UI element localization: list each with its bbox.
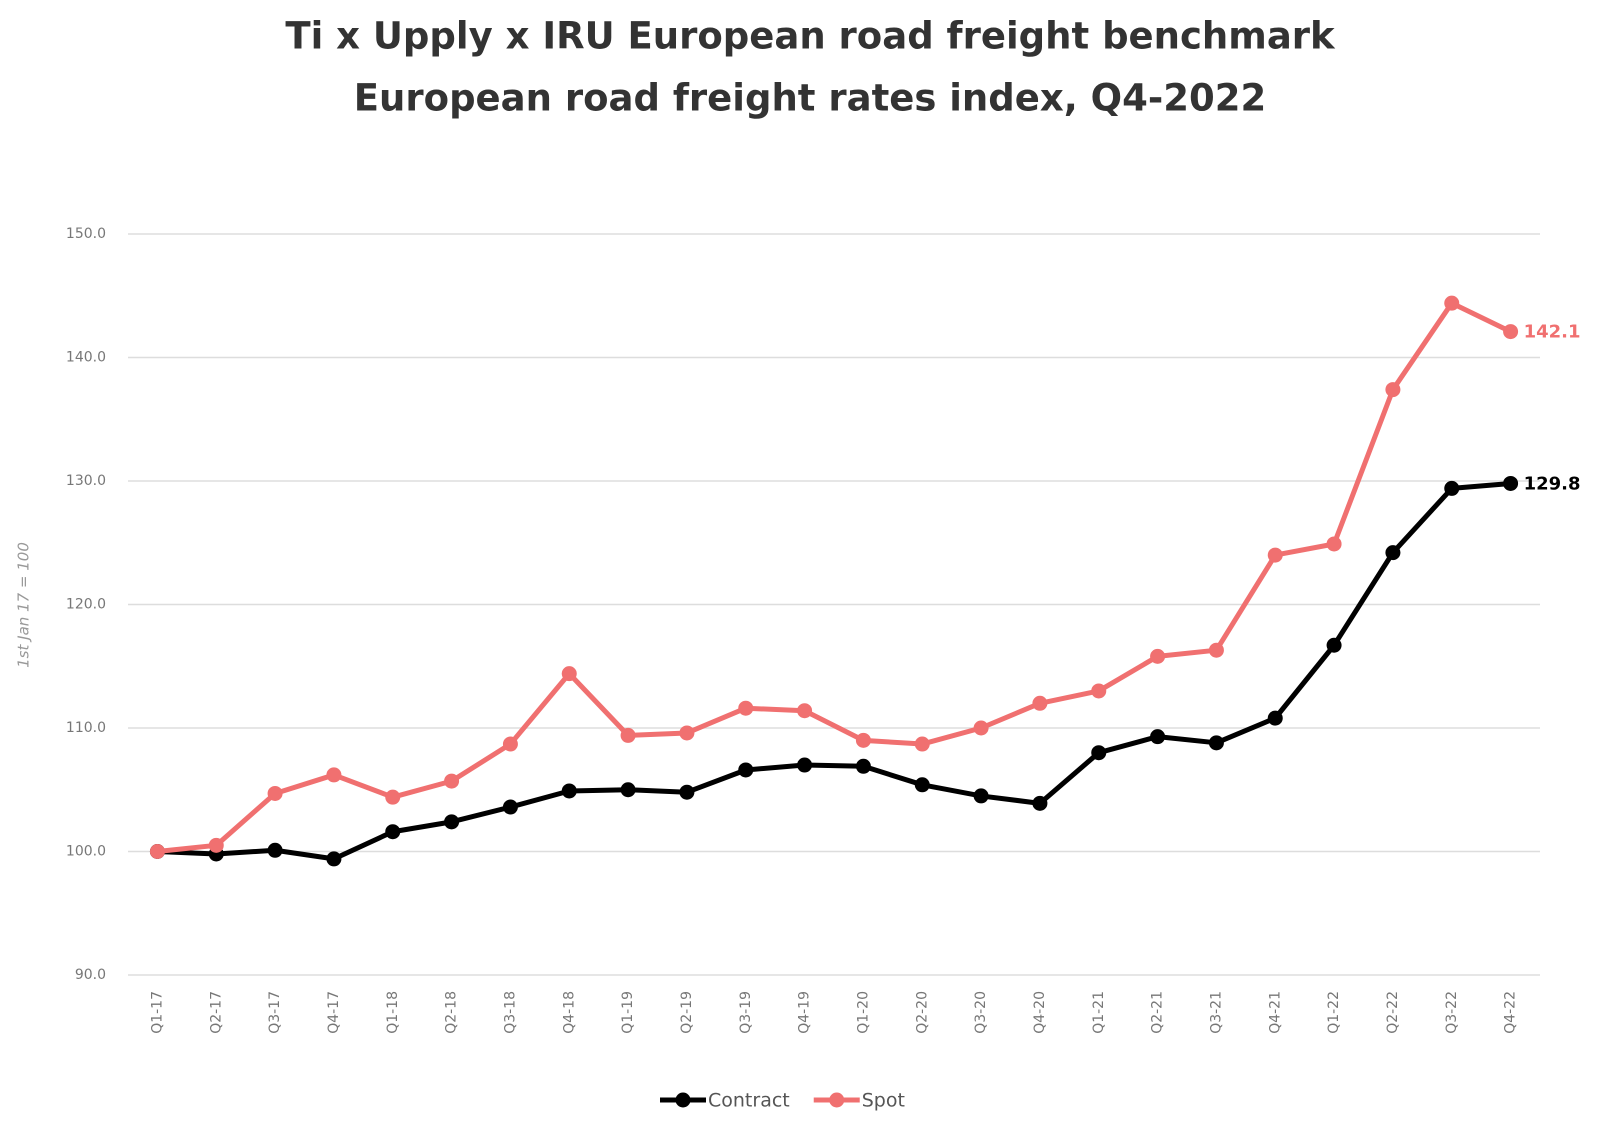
point	[326, 767, 342, 783]
x-tick-label: Q1-22	[1326, 991, 1342, 1034]
x-tick-label: Q4-19	[797, 991, 813, 1034]
point	[444, 773, 460, 789]
point	[561, 666, 577, 682]
point	[1032, 695, 1048, 711]
point	[208, 837, 224, 853]
point	[620, 782, 636, 798]
point	[267, 785, 283, 801]
point	[561, 783, 577, 799]
point	[679, 784, 695, 800]
x-tick-label: Q2-17	[208, 991, 224, 1034]
point	[797, 757, 813, 773]
x-tick-label: Q2-21	[1150, 991, 1166, 1034]
x-tick-label: Q4-20	[1032, 991, 1048, 1034]
y-tick-label: 140.0	[66, 350, 106, 366]
point	[914, 736, 930, 752]
data-label: 129.8	[1524, 473, 1581, 494]
data-label: 142.1	[1524, 322, 1581, 343]
point	[326, 851, 342, 867]
point	[973, 788, 989, 804]
point	[385, 789, 401, 805]
point	[1150, 729, 1166, 745]
x-tick-label: Q4-17	[326, 991, 342, 1034]
point	[855, 758, 871, 774]
point	[1208, 735, 1224, 751]
x-tick-label: Q2-22	[1385, 991, 1401, 1034]
legend-marker	[675, 1092, 691, 1108]
x-tick-label: Q1-18	[385, 991, 401, 1034]
point	[1503, 475, 1519, 491]
point	[502, 736, 518, 752]
point	[444, 814, 460, 830]
series-line	[157, 300, 1512, 854]
x-tick-label: Q4-21	[1267, 991, 1283, 1034]
y-tick-label: 110.0	[66, 720, 106, 736]
point	[149, 844, 165, 859]
x-tick-label: Q2-19	[679, 991, 695, 1034]
y-tick-label: 100.0	[66, 844, 106, 860]
point	[738, 700, 754, 716]
x-tick-label: Q3-18	[502, 991, 518, 1034]
point	[1326, 536, 1342, 552]
point	[1385, 545, 1401, 561]
point	[502, 799, 518, 815]
point	[1503, 324, 1519, 340]
x-tick-label: Q4-18	[561, 991, 577, 1034]
point	[1208, 642, 1224, 658]
point	[1150, 648, 1166, 664]
x-tick-label: Q1-17	[149, 991, 165, 1034]
point	[1385, 382, 1401, 398]
point	[1444, 480, 1460, 496]
point	[1267, 547, 1283, 563]
y-axis-title: 1st Jan 17 = 100	[15, 542, 33, 668]
x-tick-label: Q3-17	[267, 991, 283, 1034]
legend-label: Spot	[862, 1090, 905, 1112]
point	[1091, 745, 1107, 761]
y-tick-label: 150.0	[66, 226, 106, 242]
point	[1267, 710, 1283, 726]
x-tick-label: Q1-19	[620, 991, 636, 1034]
x-tick-label: Q3-19	[738, 991, 754, 1034]
series-line	[157, 480, 1511, 862]
point	[797, 703, 813, 719]
legend-item: Spot	[813, 1090, 905, 1112]
point	[1326, 637, 1342, 653]
point	[855, 732, 871, 748]
legend-item: Contract	[660, 1090, 790, 1112]
point	[1444, 295, 1460, 311]
point	[738, 762, 754, 778]
point	[973, 720, 989, 736]
point	[679, 725, 695, 741]
y-tick-label: 130.0	[66, 473, 106, 489]
x-tick-label: Q2-20	[914, 991, 930, 1034]
point	[385, 824, 401, 840]
point	[1032, 795, 1048, 811]
chart-title: Ti x Upply x IRU European road freight b…	[285, 15, 1336, 58]
legend-marker	[829, 1092, 845, 1108]
legend-label: Contract	[708, 1090, 790, 1112]
chart-subtitle: European road freight rates index, Q4-20…	[354, 77, 1266, 120]
x-tick-label: Q3-21	[1208, 991, 1224, 1034]
x-tick-label: Q2-18	[444, 991, 460, 1034]
point	[267, 842, 283, 858]
x-tick-label: Q3-20	[973, 991, 989, 1034]
x-tick-label: Q1-20	[855, 991, 871, 1034]
point	[620, 727, 636, 743]
point	[914, 777, 930, 793]
x-tick-label: Q4-22	[1503, 991, 1519, 1034]
y-tick-label: 90.0	[75, 967, 106, 983]
point	[1091, 683, 1107, 699]
y-tick-label: 120.0	[66, 597, 106, 613]
x-tick-label: Q3-22	[1444, 991, 1460, 1034]
x-tick-label: Q1-21	[1091, 991, 1107, 1034]
